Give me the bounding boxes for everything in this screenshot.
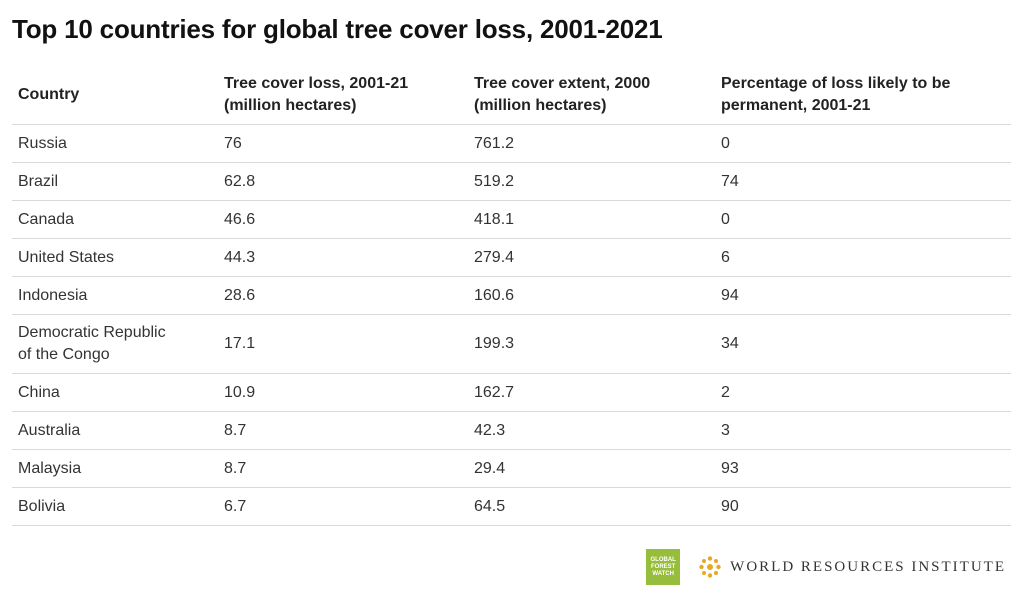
table-row: Russia 76 761.2 0 xyxy=(12,124,1011,163)
tree-cover-extent-cell: 519.2 xyxy=(468,162,715,201)
percent-permanent-cell: 34 xyxy=(715,314,1011,374)
percent-permanent-cell: 93 xyxy=(715,449,1011,488)
tree-cover-extent-cell: 64.5 xyxy=(468,487,715,526)
tree-cover-loss-cell: 10.9 xyxy=(218,373,468,412)
tree-cover-loss-cell: 62.8 xyxy=(218,162,468,201)
table-row: Canada 46.6 418.1 0 xyxy=(12,200,1011,239)
tree-cover-loss-cell: 17.1 xyxy=(218,314,468,374)
country-cell: Bolivia xyxy=(12,487,218,526)
country-cell: Russia xyxy=(12,124,218,163)
tree-cover-loss-cell: 8.7 xyxy=(218,449,468,488)
page-title: Top 10 countries for global tree cover l… xyxy=(12,14,663,44)
tree-cover-loss-cell: 28.6 xyxy=(218,276,468,315)
country-cell: Democratic Republic of the Congo xyxy=(12,314,218,374)
column-header-percent-permanent: Percentage of loss likely to be permanen… xyxy=(715,66,1011,125)
table-row: Indonesia 28.6 160.6 94 xyxy=(12,276,1011,315)
tree-cover-loss-cell: 44.3 xyxy=(218,238,468,277)
table-row: China 10.9 162.7 2 xyxy=(12,373,1011,412)
percent-permanent-cell: 90 xyxy=(715,487,1011,526)
wri-emblem-icon xyxy=(699,556,721,578)
global-forest-watch-logo: GLOBAL FOREST WATCH xyxy=(646,549,681,585)
percent-permanent-cell: 94 xyxy=(715,276,1011,315)
table-header-row: Country Tree cover loss, 2001-21 (millio… xyxy=(12,66,1011,125)
country-cell: Canada xyxy=(12,200,218,239)
tree-cover-extent-cell: 29.4 xyxy=(468,449,715,488)
percent-permanent-cell: 0 xyxy=(715,200,1011,239)
wri-name: WORLD RESOURCES INSTITUTE xyxy=(730,558,1006,575)
table-row: Australia 8.7 42.3 3 xyxy=(12,411,1011,450)
tree-cover-extent-cell: 418.1 xyxy=(468,200,715,239)
country-cell: Indonesia xyxy=(12,276,218,315)
table-row: Democratic Republic of the Congo 17.1 199.… xyxy=(12,314,1011,374)
percent-permanent-cell: 2 xyxy=(715,373,1011,412)
tree-cover-extent-cell: 761.2 xyxy=(468,124,715,163)
tree-cover-loss-cell: 8.7 xyxy=(218,411,468,450)
table-row: United States 44.3 279.4 6 xyxy=(12,238,1011,277)
table-row: Brazil 62.8 519.2 74 xyxy=(12,162,1011,201)
table-row: Malaysia 8.7 29.4 93 xyxy=(12,449,1011,488)
tree-cover-extent-cell: 160.6 xyxy=(468,276,715,315)
column-header-tree-cover-extent: Tree cover extent, 2000 (million hectare… xyxy=(468,66,715,125)
country-cell: Australia xyxy=(12,411,218,450)
column-header-country: Country xyxy=(12,66,218,125)
table-row: Bolivia 6.7 64.5 90 xyxy=(12,487,1011,526)
tree-cover-loss-cell: 6.7 xyxy=(218,487,468,526)
tree-cover-extent-cell: 199.3 xyxy=(468,314,715,374)
table-body: Russia 76 761.2 0 Brazil 62.8 519.2 74 Canada 46.… xyxy=(12,124,1011,526)
country-cell: Malaysia xyxy=(12,449,218,488)
country-cell: Brazil xyxy=(12,162,218,201)
country-cell: United States xyxy=(12,238,218,277)
percent-permanent-cell: 3 xyxy=(715,411,1011,450)
country-cell: China xyxy=(12,373,218,412)
tree-cover-loss-cell: 46.6 xyxy=(218,200,468,239)
tree-cover-extent-cell: 42.3 xyxy=(468,411,715,450)
percent-permanent-cell: 74 xyxy=(715,162,1011,201)
wri-logo: WORLD RESOURCES INSTITUTE xyxy=(698,555,1006,579)
percent-permanent-cell: 6 xyxy=(715,238,1011,277)
column-header-tree-cover-loss: Tree cover loss, 2001-21 (million hectar… xyxy=(218,66,468,125)
data-table: Country Tree cover loss, 2001-21 (millio… xyxy=(12,66,1011,526)
tree-cover-loss-cell: 76 xyxy=(218,124,468,163)
footer-logos: GLOBAL FOREST WATCH WORLD RESOURCES INST… xyxy=(646,549,1006,585)
tree-cover-extent-cell: 162.7 xyxy=(468,373,715,412)
tree-cover-extent-cell: 279.4 xyxy=(468,238,715,277)
percent-permanent-cell: 0 xyxy=(715,124,1011,163)
